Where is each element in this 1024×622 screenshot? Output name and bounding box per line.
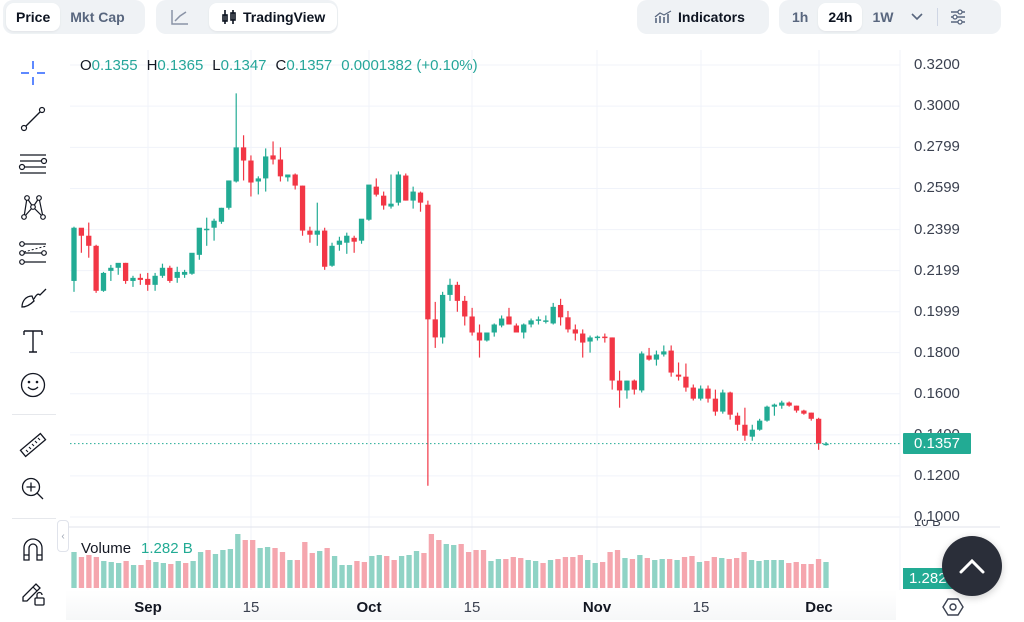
top-toolbar: Price Mkt Cap TradingView Indicators 1h … (0, 0, 1024, 40)
chevron-up-icon (959, 558, 985, 574)
trend-line-icon (20, 106, 46, 132)
magnet-icon (23, 538, 43, 561)
time-tick: 15 (463, 599, 481, 616)
indicators-icon (654, 10, 672, 23)
tab-line-view[interactable] (159, 3, 201, 31)
indicators-button[interactable]: Indicators (640, 3, 759, 31)
high-key: H (146, 57, 158, 74)
time-tick: Sep (134, 599, 162, 616)
view-toggle: TradingView (156, 0, 338, 34)
open-key: O (80, 57, 92, 74)
toolbar-divider (937, 8, 939, 26)
toolbar-separator (12, 414, 56, 415)
crosshair-icon (21, 61, 45, 85)
price-tick: 0.3000 (914, 97, 960, 114)
lock-drawings-tool[interactable] (14, 574, 52, 612)
emoji-tool[interactable] (14, 366, 52, 404)
time-tick: 15 (242, 599, 260, 616)
pencil-lock-icon (22, 583, 45, 606)
volume-value: 1.282 B (141, 540, 193, 557)
interval-dropdown[interactable] (903, 3, 931, 31)
price-tick: 0.3200 (914, 56, 960, 73)
change-value: 0.0001382 (+0.10%) (341, 57, 478, 74)
close-value: 0.1357 (286, 57, 333, 74)
price-tick: 0.2399 (914, 221, 960, 238)
chevron-left-icon: ‹ (61, 530, 65, 542)
parallel-channel-icon (18, 154, 48, 174)
price-tick: 0.2799 (914, 138, 960, 155)
interval-1w[interactable]: 1W (872, 9, 894, 25)
current-price-tag: 0.1357 (903, 433, 971, 454)
fib-tool[interactable] (14, 234, 52, 272)
crosshair-tool[interactable] (14, 54, 52, 92)
trend-line-tool[interactable] (14, 100, 52, 138)
candlestick-icon (222, 10, 236, 24)
time-tick: Dec (805, 599, 833, 616)
drawing-toolbar (0, 50, 66, 620)
low-value: 0.1347 (220, 57, 267, 74)
volume-axis-tick: 10 B (914, 520, 941, 529)
toolbar-separator (12, 518, 56, 519)
text-tool[interactable] (14, 322, 52, 360)
tab-tradingview[interactable]: TradingView (209, 3, 338, 31)
price-tick: 0.1200 (914, 467, 960, 484)
magnet-tool[interactable] (14, 530, 52, 568)
brush-icon (21, 288, 47, 308)
indicators-group: Indicators (637, 0, 769, 34)
interval-24h[interactable]: 24h (818, 3, 863, 31)
price-tick: 0.2599 (914, 179, 960, 196)
chevron-down-icon (911, 13, 924, 21)
brush-tool[interactable] (14, 278, 52, 316)
scroll-to-top-button[interactable] (942, 536, 1002, 596)
pattern-tool[interactable] (14, 188, 52, 226)
chart-settings-button[interactable] (942, 597, 964, 617)
price-tick: 0.1000 (914, 508, 960, 525)
xabcd-pattern-icon (21, 195, 46, 220)
zoom-in-tool[interactable] (14, 470, 52, 508)
time-axis-background (66, 590, 896, 620)
chart-type-toggle: Price Mkt Cap (3, 0, 145, 34)
tab-mkt-cap[interactable]: Mkt Cap (70, 9, 125, 25)
price-tick: 0.2199 (914, 262, 960, 279)
horizontal-lines-tool[interactable] (14, 144, 52, 182)
tab-price[interactable]: Price (6, 3, 61, 31)
time-tick: 15 (692, 599, 710, 616)
volume-legend: Volume 1.282 B (81, 540, 193, 557)
time-tick: Oct (356, 599, 382, 616)
text-icon (23, 330, 43, 353)
interval-1h[interactable]: 1h (792, 9, 809, 25)
measure-tool[interactable] (14, 426, 52, 464)
collapse-toolbar-button[interactable]: ‹ (57, 520, 69, 552)
smiley-icon (20, 372, 46, 398)
chart-settings-button[interactable] (944, 3, 972, 31)
ruler-icon (19, 432, 47, 458)
open-value: 0.1355 (91, 57, 138, 74)
tradingview-label: TradingView (243, 9, 326, 25)
line-chart-icon (171, 10, 188, 25)
settings-hex-icon (942, 598, 964, 616)
sliders-icon (951, 9, 966, 25)
price-tick: 0.1800 (914, 344, 960, 361)
high-value: 0.1365 (157, 57, 204, 74)
price-tick: 0.1600 (914, 385, 960, 402)
interval-group: 1h 24h 1W (779, 0, 1001, 34)
volume-label: Volume (81, 540, 132, 557)
ohlc-legend: O0.1355 H0.1365 L0.1347 C0.1357 0.000138… (80, 57, 478, 74)
close-key: C (275, 57, 287, 74)
zoom-in-icon (21, 477, 44, 500)
fib-retracement-icon (19, 241, 47, 265)
indicators-label: Indicators (678, 9, 745, 25)
time-tick: Nov (582, 599, 612, 616)
low-key: L (212, 57, 221, 74)
price-tick: 0.1999 (914, 303, 960, 320)
